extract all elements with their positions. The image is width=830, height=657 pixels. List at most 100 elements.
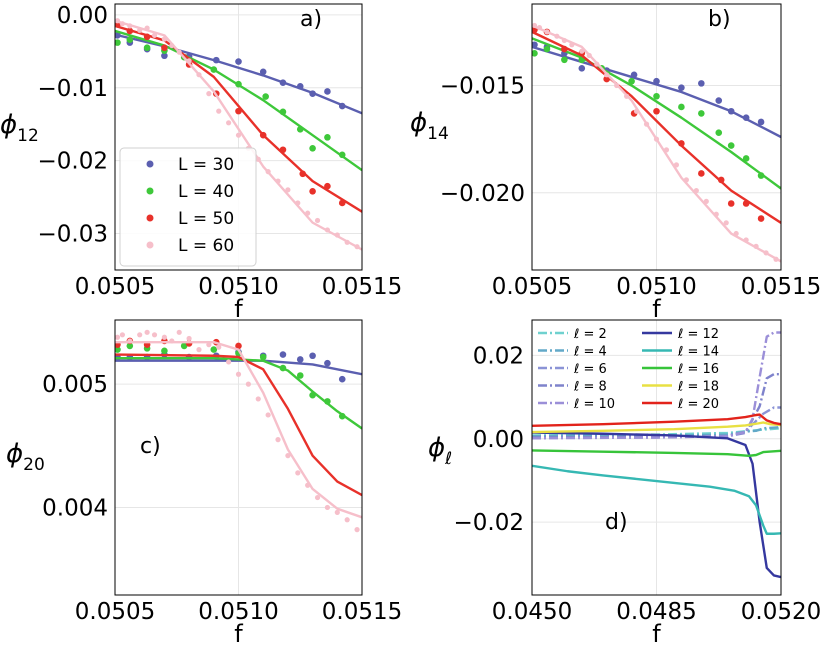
data-point <box>698 110 705 117</box>
panel-1: 0.0505 0.0510 0.0515 0.00 −0.01 −0.02 −0.03 f ϕ1… <box>0 3 402 323</box>
data-point <box>628 77 635 85</box>
data-point <box>161 334 167 340</box>
data-point <box>715 97 723 104</box>
y-axis-subscript: ℓ <box>444 449 452 469</box>
y-axis-symbol: ϕ <box>410 108 427 138</box>
data-point <box>532 41 538 49</box>
y-axis-label: ϕ20 <box>6 439 45 475</box>
data-point <box>295 470 301 476</box>
data-point <box>115 39 121 46</box>
data-point <box>309 90 316 97</box>
data-point <box>265 169 271 175</box>
data-point <box>324 504 331 511</box>
data-point <box>757 172 765 179</box>
data-point <box>235 80 242 88</box>
data-point <box>344 239 350 245</box>
data-point <box>126 36 134 44</box>
data-point <box>324 227 331 233</box>
x-tick-label: 0.0515 <box>322 274 402 300</box>
x-tick-label: 0.0515 <box>322 599 402 625</box>
data-point <box>532 50 538 57</box>
data-point <box>324 182 331 190</box>
data-point <box>678 103 685 111</box>
data-point <box>196 347 202 353</box>
legend-label: ℓ = 6 <box>573 362 607 377</box>
data-point <box>144 329 150 335</box>
y-tick-label: −0.02 <box>454 510 524 536</box>
data-point <box>743 237 749 243</box>
data-point <box>299 170 307 178</box>
data-point <box>275 437 281 443</box>
data-point <box>324 359 331 367</box>
legend-label: ℓ = 2 <box>573 327 607 342</box>
y-axis-subscript: 20 <box>23 455 45 475</box>
y-tick-label: −0.03 <box>38 222 108 248</box>
data-point <box>703 198 709 204</box>
data-point <box>354 527 360 533</box>
data-point <box>663 147 670 153</box>
y-axis-label: ϕ14 <box>410 108 449 144</box>
y-tick-label: −0.01 <box>38 76 108 102</box>
series-7 <box>532 464 781 535</box>
data-point <box>630 71 638 79</box>
data-point <box>543 45 551 53</box>
x-axis-label: f <box>234 620 243 648</box>
legend-label: L = 40 <box>178 182 234 202</box>
series-line <box>532 421 781 434</box>
data-point <box>235 58 242 65</box>
y-tick-label: 0.00 <box>57 3 108 29</box>
data-point <box>279 79 287 87</box>
fit-line <box>115 24 362 213</box>
panel-3: 0.0505 0.0510 0.0515 0.005 0.004 f ϕ20 c) <box>6 319 402 648</box>
panel-label: d) <box>605 510 628 535</box>
y-tick-label: 0.005 <box>42 372 108 398</box>
data-point <box>742 155 750 162</box>
data-point <box>713 211 719 217</box>
data-point <box>235 132 242 138</box>
series-4 <box>532 22 781 263</box>
legend-label: ℓ = 12 <box>677 327 719 342</box>
data-point <box>633 108 640 114</box>
data-point <box>742 114 750 121</box>
series-line <box>532 431 781 579</box>
data-point <box>673 162 680 168</box>
data-point <box>285 187 291 193</box>
y-axis-symbol: ϕ <box>6 439 23 469</box>
data-point <box>757 118 765 126</box>
data-point <box>653 107 660 115</box>
data-point <box>285 453 291 459</box>
data-point <box>603 75 610 83</box>
data-point <box>653 77 660 85</box>
data-point <box>216 108 222 114</box>
data-point <box>338 199 346 207</box>
data-point <box>536 25 543 31</box>
data-point <box>753 243 759 249</box>
data-point <box>773 256 779 262</box>
data-point <box>151 32 158 38</box>
y-tick-label: 0.004 <box>42 495 108 521</box>
data-point <box>324 88 331 95</box>
y-tick-label: 0.00 <box>473 427 524 453</box>
fit-line <box>532 37 781 190</box>
x-tick-label: 0.0510 <box>616 274 696 300</box>
panel-label: a) <box>300 7 322 32</box>
data-point <box>324 134 331 141</box>
data-point <box>579 48 585 54</box>
data-point <box>279 108 287 116</box>
axes-frame <box>531 3 782 271</box>
data-point <box>742 200 750 207</box>
series-line <box>532 413 781 428</box>
data-point <box>235 371 242 377</box>
plot-area <box>532 22 781 263</box>
data-point <box>733 230 739 237</box>
legend-marker <box>146 187 154 195</box>
data-point <box>169 338 175 344</box>
x-tick-label: 0.0485 <box>616 599 696 625</box>
legend-label: ℓ = 14 <box>677 345 719 360</box>
x-tick-label: 0.0510 <box>198 599 278 625</box>
data-point <box>216 344 222 350</box>
x-axis-label: f <box>234 295 243 323</box>
data-point <box>683 177 689 183</box>
data-point <box>338 412 346 420</box>
data-point <box>137 332 143 338</box>
